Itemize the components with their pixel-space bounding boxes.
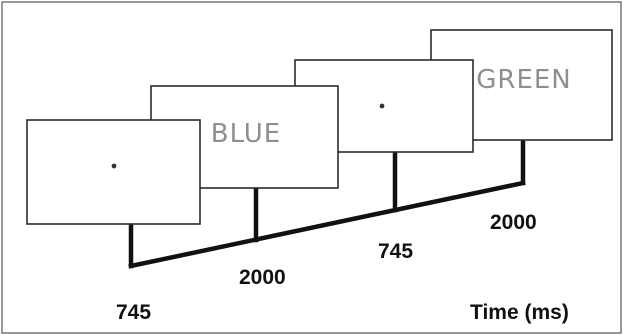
fixation-dot-1 xyxy=(111,163,117,169)
time-axis-label: Time (ms) xyxy=(470,301,569,324)
duration-label-3: 745 xyxy=(378,240,413,263)
duration-label-1: 745 xyxy=(116,301,151,324)
fixation-dot-2 xyxy=(379,103,385,109)
frame-fixation-1 xyxy=(26,119,201,225)
duration-label-2: 2000 xyxy=(239,266,286,289)
frame-word-blue-text: BLUE xyxy=(211,119,282,149)
frame-word-green: GREEN xyxy=(430,29,613,141)
duration-label-4: 2000 xyxy=(490,211,537,234)
timeline-baseline xyxy=(128,180,526,269)
frame-word-green-text: GREEN xyxy=(476,65,572,95)
